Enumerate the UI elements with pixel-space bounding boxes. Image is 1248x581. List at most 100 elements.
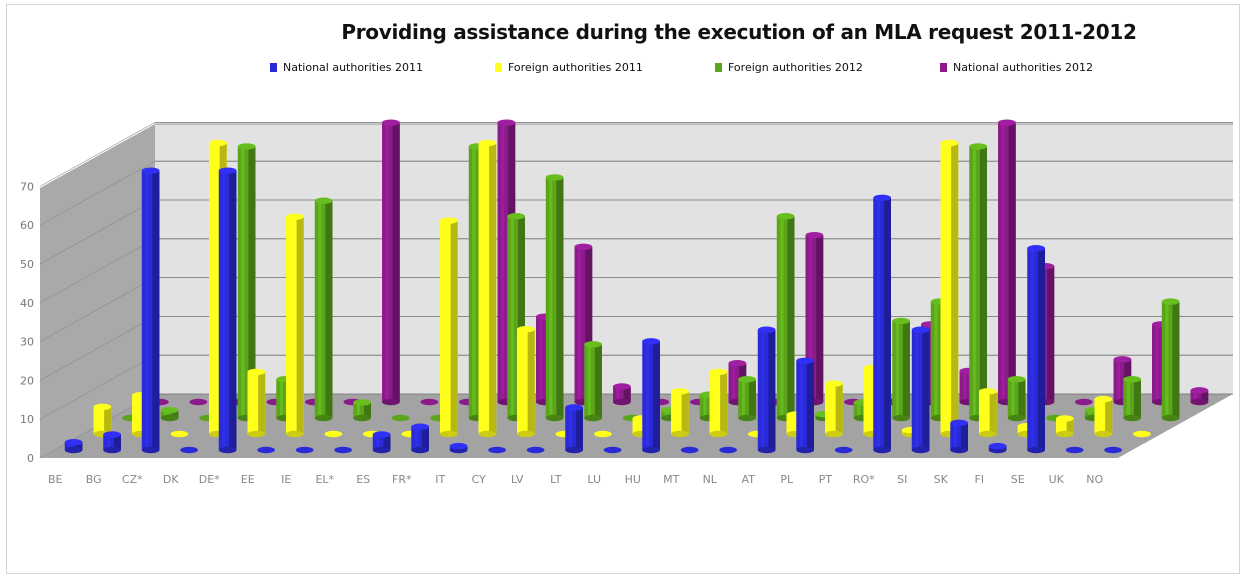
- bar-base: [834, 446, 853, 454]
- bar-bottom: [738, 414, 756, 422]
- bar-highlight: [799, 360, 803, 450]
- bar-bottom: [1027, 446, 1045, 454]
- gridline-side: [39, 238, 156, 304]
- bar-top: [979, 388, 997, 395]
- bar-shade: [1008, 122, 1016, 402]
- bar-highlight: [1165, 301, 1169, 418]
- bar-highlight: [472, 146, 476, 418]
- bar-base: [488, 446, 506, 454]
- bar-SK-0: [950, 419, 968, 454]
- bar-highlight: [443, 220, 447, 434]
- bar-IT-1: [478, 139, 497, 438]
- bar-shade: [1105, 399, 1113, 434]
- bar-LV-0: [526, 446, 545, 454]
- bar-shade: [623, 386, 631, 402]
- bar-highlight: [106, 434, 110, 450]
- legend-label: Foreign authorities 2011: [508, 61, 643, 74]
- bar-top: [940, 139, 959, 147]
- bar-bottom: [1094, 430, 1113, 438]
- bar-top: [103, 431, 121, 438]
- bar-highlight: [1126, 379, 1130, 418]
- bar-highlight: [664, 410, 668, 418]
- bar-shade: [989, 391, 997, 434]
- bar-SI-2: [969, 143, 987, 422]
- bar-DK-0: [180, 446, 198, 454]
- bar-base: [180, 446, 198, 454]
- bar-shade: [902, 321, 910, 418]
- bar-bottom: [286, 430, 304, 438]
- x-tick-label: SI: [897, 473, 907, 486]
- x-tick-label: DE*: [199, 473, 220, 486]
- bar-top: [1056, 415, 1074, 422]
- bar-CY-1: [517, 326, 535, 438]
- bar-bottom: [671, 430, 689, 438]
- y-tick-label: 50: [20, 258, 34, 271]
- bar-highlight: [982, 391, 986, 434]
- bar-shade: [489, 143, 497, 434]
- bar-NO-3: [1190, 387, 1209, 406]
- bar-top: [584, 341, 602, 348]
- bar-bottom: [1007, 414, 1026, 422]
- bar-highlight: [741, 379, 745, 418]
- bar-highlight: [587, 344, 591, 418]
- bar-LT-1: [594, 430, 612, 438]
- bar-highlight: [1088, 410, 1092, 418]
- bar-AT-0: [757, 326, 776, 454]
- bar-BG-0: [103, 431, 121, 454]
- x-tick-label: AT: [742, 473, 756, 486]
- bar-shade: [720, 371, 728, 434]
- bar-highlight: [1030, 248, 1034, 450]
- bar-highlight: [539, 316, 543, 402]
- bar-base: [1104, 446, 1122, 454]
- bar-highlight: [876, 197, 880, 450]
- bar-NL-2: [776, 213, 795, 422]
- bar-base: [295, 446, 314, 454]
- bar-top: [969, 143, 987, 150]
- bar-EL*-3: [420, 398, 439, 406]
- bar-base: [1065, 446, 1084, 454]
- bar-bottom: [892, 414, 910, 422]
- bar-highlight: [251, 371, 255, 434]
- bar-bottom: [372, 446, 391, 454]
- bar-bottom: [709, 430, 728, 438]
- bar-SI-0: [911, 326, 930, 454]
- bar-top: [911, 326, 930, 333]
- bar-highlight: [713, 371, 717, 434]
- x-tick-label: FR*: [392, 473, 412, 486]
- bar-bottom: [64, 446, 83, 454]
- bar-highlight: [963, 370, 967, 402]
- bar-highlight: [501, 122, 505, 402]
- bar-body: [160, 410, 179, 418]
- bar-highlight: [915, 329, 919, 450]
- y-tick-label: 70: [20, 180, 34, 193]
- x-tick-label: BG: [86, 473, 102, 486]
- bar-DE*-0: [218, 167, 237, 454]
- bar-FR*-0: [411, 423, 429, 454]
- legend-swatch: [270, 63, 277, 72]
- bar-EE-2: [314, 197, 333, 422]
- bar-bottom: [911, 446, 930, 454]
- bar-MT-1: [709, 368, 728, 438]
- bar-bottom: [218, 446, 237, 454]
- bar-IE-3: [382, 119, 400, 406]
- bar-base: [1075, 398, 1093, 406]
- bar-highlight: [953, 422, 957, 450]
- bar-SE-0: [1027, 245, 1045, 454]
- bar-highlight: [279, 379, 283, 418]
- bar-EL*-0: [334, 446, 352, 454]
- bar-shade: [171, 410, 179, 418]
- x-tick-label: PL: [780, 473, 794, 486]
- legend-item-3: National authorities 2012: [940, 61, 1093, 74]
- bar-highlight: [895, 321, 899, 418]
- x-tick-label: NL: [703, 473, 718, 486]
- bar-highlight: [780, 216, 784, 418]
- bar-top: [671, 388, 689, 395]
- bar-highlight: [135, 395, 139, 434]
- bar-shade: [1018, 379, 1026, 418]
- bar-shade: [1201, 390, 1209, 402]
- bar-BE-0: [64, 439, 83, 454]
- bar-highlight: [1194, 390, 1198, 402]
- x-tick-label: MT: [663, 473, 679, 486]
- y-axis: 0 10 20 30 40 50 60 70: [20, 180, 34, 465]
